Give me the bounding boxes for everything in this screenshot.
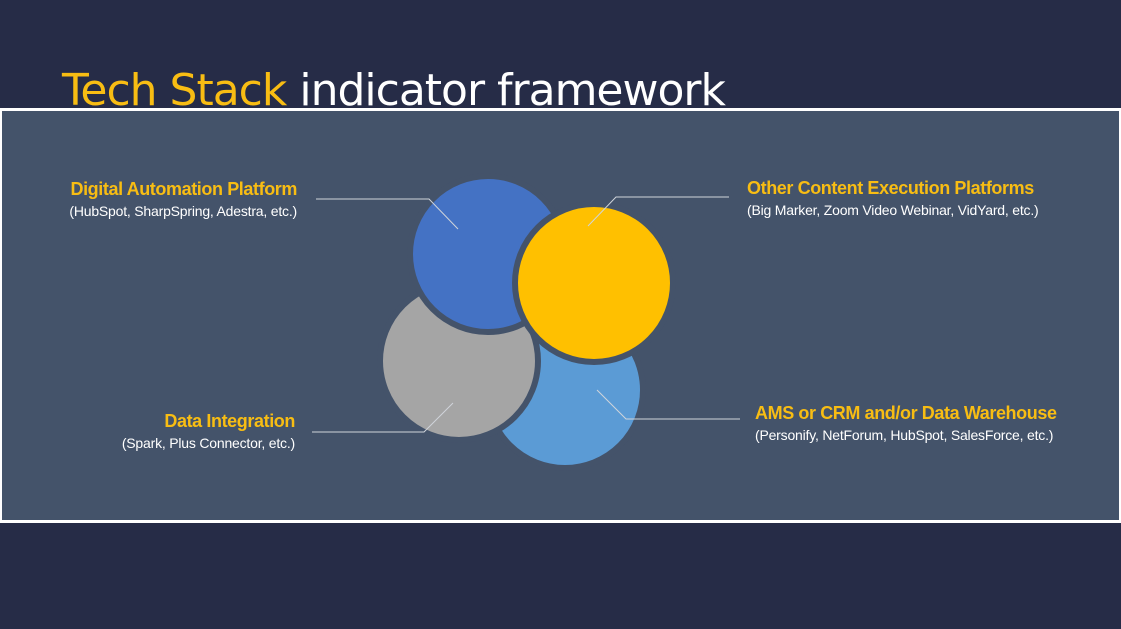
title-rest: indicator framework [299, 65, 726, 116]
label-detail: (Personify, NetForum, HubSpot, SalesForc… [755, 427, 1054, 443]
page-title: Tech Stack indicator framework [62, 62, 726, 120]
label-heading: Other Content Execution Platforms [747, 178, 1034, 198]
label-heading: AMS or CRM and/or Data Warehouse [755, 403, 1057, 423]
circle-content-execution [512, 201, 676, 365]
leader-data-integration [312, 402, 454, 433]
label-detail: (Spark, Plus Connector, etc.) [121, 435, 295, 451]
label-detail: (Big Marker, Zoom Video Webinar, VidYard… [747, 202, 1039, 218]
label-heading: Data Integration [164, 411, 295, 431]
label-detail: (HubSpot, SharpSpring, Adestra, etc.) [69, 203, 297, 219]
label-heading: Digital Automation Platform [70, 179, 297, 199]
title-accent: Tech Stack [62, 65, 287, 116]
leader-content-execution [587, 196, 729, 227]
label-data-integration: Data Integration (Spark, Plus Connector,… [121, 409, 296, 453]
label-digital-automation: Digital Automation Platform (HubSpot, Sh… [69, 177, 297, 221]
label-ams-crm: AMS or CRM and/or Data Warehouse (Person… [755, 401, 1057, 445]
leader-digital-automation [316, 198, 459, 230]
label-content-execution: Other Content Execution Platforms (Big M… [747, 176, 1039, 220]
leader-ams-crm [596, 389, 740, 420]
